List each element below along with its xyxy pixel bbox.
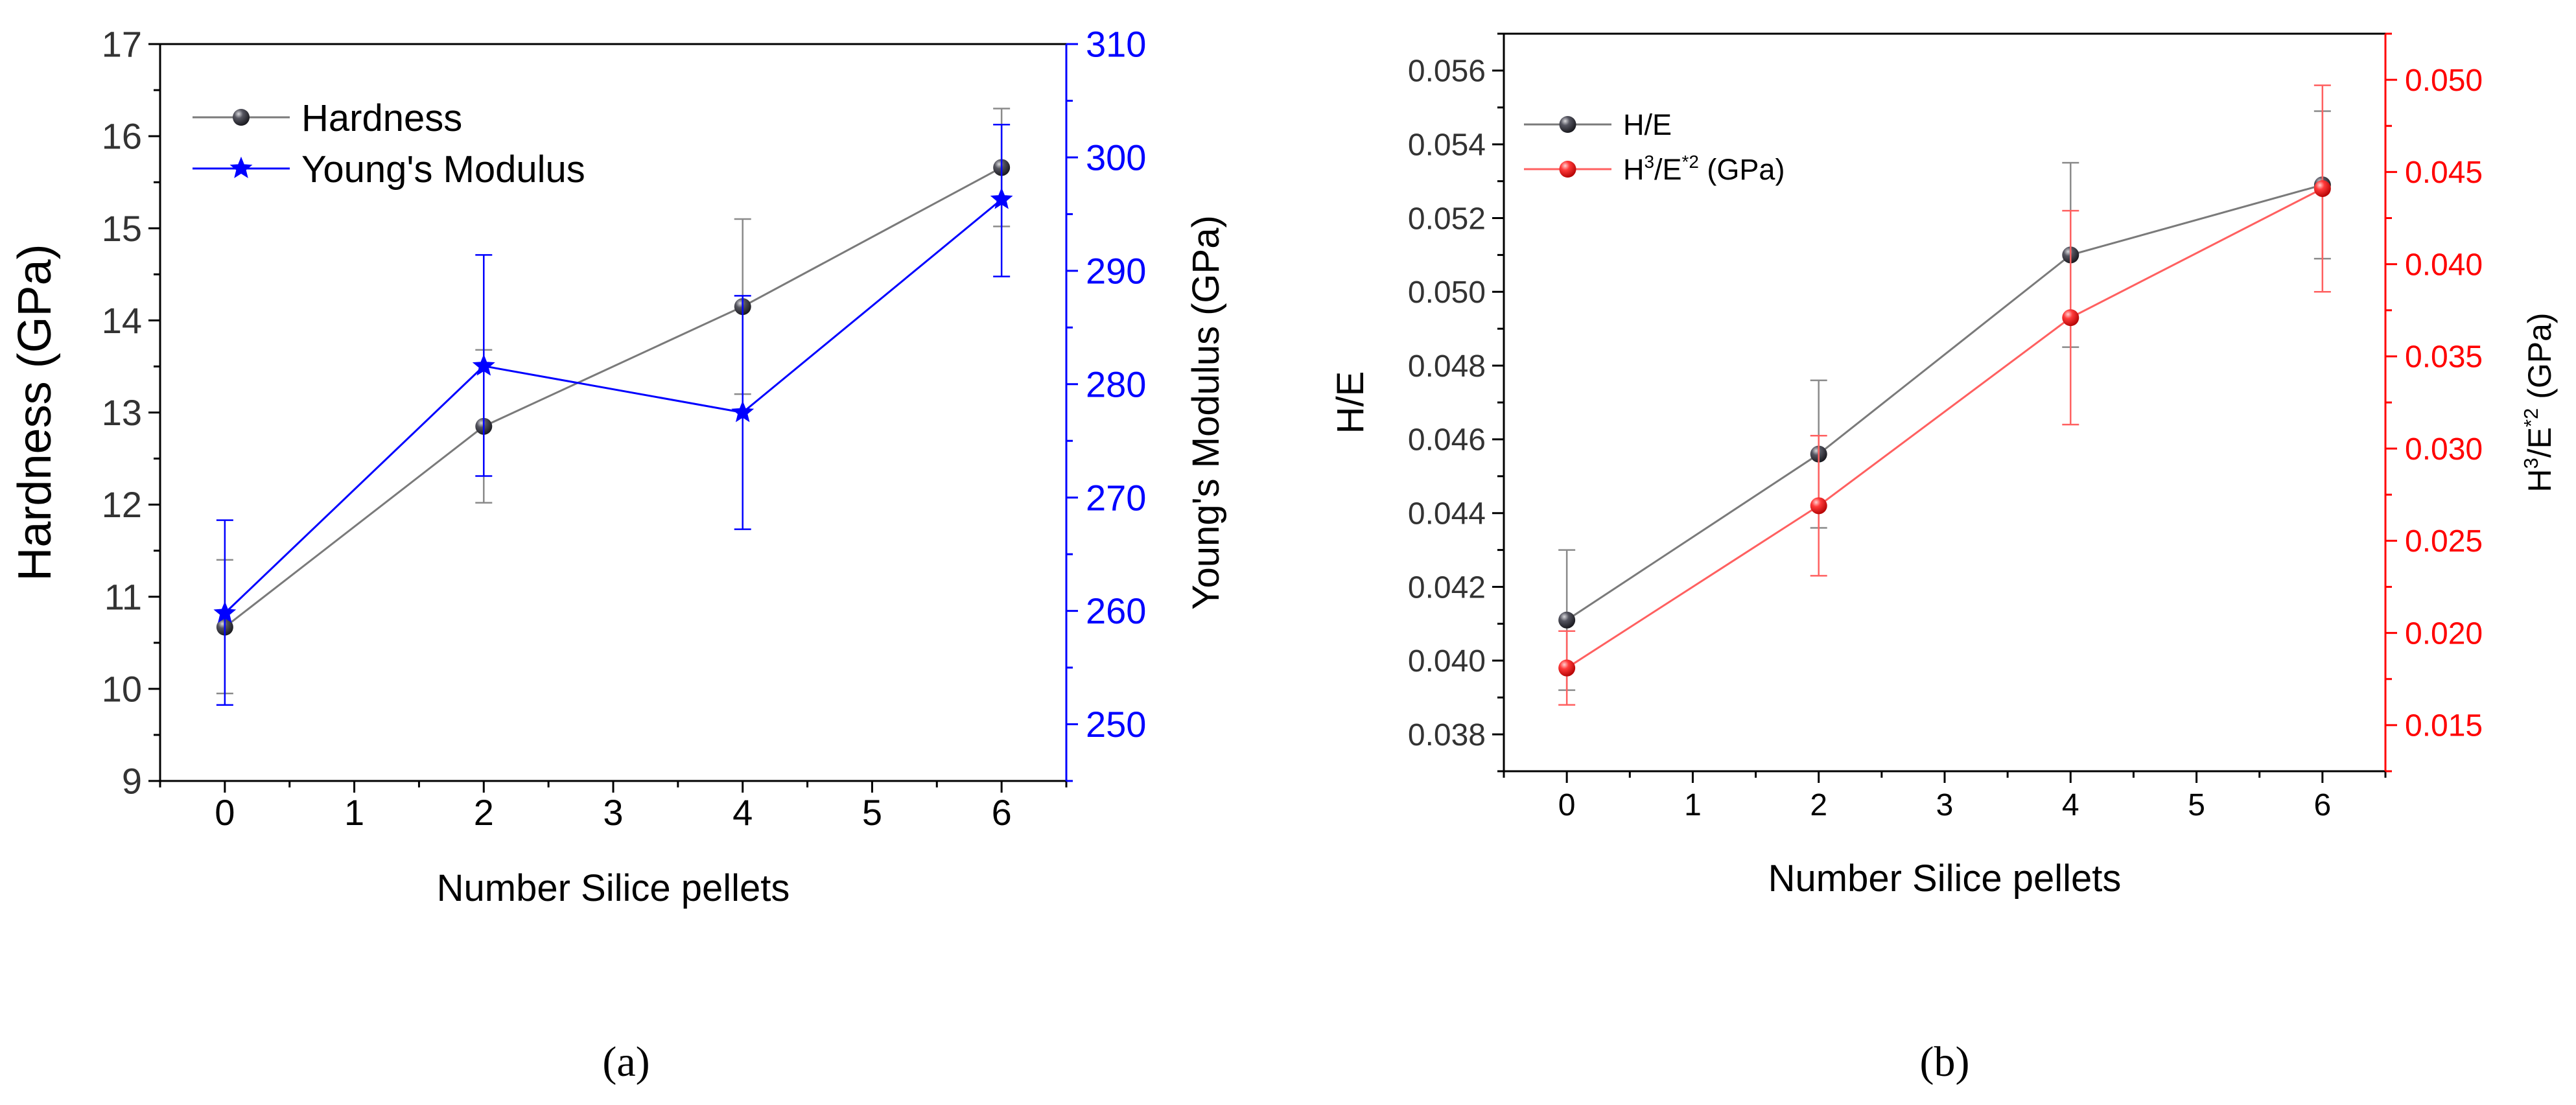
left-tick-label: 0.054: [1408, 128, 1486, 163]
left-tick-label: 0.048: [1408, 349, 1486, 384]
series-line: [1566, 183, 2323, 621]
data-point: [990, 187, 1013, 209]
legend-label: H/E: [1623, 108, 1672, 141]
left-tick-label: 0.056: [1408, 54, 1486, 89]
left-tick-label: 17: [102, 24, 142, 65]
x-tick-label: 3: [603, 792, 623, 833]
superscript: *2: [2520, 408, 2542, 427]
data-point: [472, 354, 495, 376]
label-part: (GPa): [2522, 312, 2558, 408]
left-tick-label: 0.040: [1408, 644, 1486, 679]
left-tick-label: 9: [122, 761, 142, 802]
superscript: *2: [1682, 152, 1699, 172]
series-hardness: [216, 108, 1011, 695]
right-tick-label: 0.045: [2405, 156, 2483, 190]
legend-marker: [229, 156, 253, 178]
legend: H/EH3/E*2 (GPa): [1524, 108, 1785, 186]
x-tick-label: 1: [1684, 788, 1702, 822]
label-part: /E: [1654, 153, 1682, 186]
left-tick-label: 0.052: [1408, 202, 1486, 236]
x-tick-label: 6: [2314, 788, 2332, 822]
left-tick-label: 0.042: [1408, 570, 1486, 605]
data-point: [2313, 180, 2331, 197]
right-tick-label: 0.030: [2405, 432, 2483, 467]
x-tick-label: 2: [1810, 788, 1827, 822]
x-tick-label: 5: [2188, 788, 2205, 822]
series-h-e: [1558, 110, 2331, 692]
x-tick-label: 0: [1558, 788, 1576, 822]
legend-marker: [1559, 116, 1576, 133]
data-point: [213, 601, 237, 623]
x-tick-label: 4: [2062, 788, 2079, 822]
legend-marker: [1559, 161, 1576, 178]
label-part: H: [2522, 469, 2558, 492]
x-axis-label: Number Silice pellets: [1768, 857, 2122, 900]
right-tick-label: 250: [1086, 704, 1146, 745]
right-tick-label: 290: [1086, 250, 1146, 291]
legend-label: H3/E*2 (GPa): [1623, 152, 1785, 186]
legend-marker: [233, 109, 250, 126]
right-tick-label: 280: [1086, 364, 1146, 404]
caption-b: (b): [1920, 1038, 1970, 1086]
legend-label: Hardness: [301, 97, 462, 139]
left-axis-label: H/E: [1329, 371, 1372, 434]
superscript: 3: [2520, 458, 2542, 469]
legend-label: Young's Modulus: [301, 148, 585, 191]
left-tick-label: 12: [102, 484, 142, 525]
series-h3-e-2-gpa-: [1558, 84, 2331, 706]
data-point: [1558, 659, 1576, 677]
right-tick-label: 310: [1086, 24, 1146, 65]
label-part: H: [1623, 153, 1645, 186]
left-tick-label: 13: [102, 392, 142, 433]
data-point: [1558, 611, 1576, 629]
x-tick-label: 5: [862, 792, 882, 833]
left-axis-label: Hardness (GPa): [9, 244, 61, 581]
data-point: [2062, 309, 2079, 327]
right-axis-label: H3/E*2 (GPa): [2520, 312, 2558, 492]
right-tick-label: 0.025: [2405, 524, 2483, 559]
x-tick-label: 1: [344, 792, 364, 833]
label-part: /E: [2522, 427, 2558, 458]
series-young-s-modulus: [213, 123, 1013, 706]
left-tick-label: 11: [104, 576, 142, 617]
right-tick-label: 260: [1086, 590, 1146, 631]
right-tick-label: 0.015: [2405, 709, 2483, 743]
left-tick-label: 10: [102, 668, 142, 709]
right-tick-label: 270: [1086, 477, 1146, 518]
series-line: [1566, 187, 2323, 669]
right-tick-label: 0.040: [2405, 248, 2483, 282]
left-tick-label: 15: [102, 208, 142, 249]
panel-b: 0 1 2 3 4 5 6 0.038 0.040 0.042 0.044 0.046 0.048 0.0…: [1329, 32, 2558, 900]
series-line: [224, 167, 1002, 628]
panel-a: 0 1 2 3 4 5 6910111213141516172502602702802903…: [9, 24, 1227, 909]
left-tick-label: 0.038: [1408, 718, 1486, 752]
x-tick-label: 6: [992, 792, 1012, 833]
x-tick-label: 0: [215, 792, 235, 833]
left-tick-label: 0.050: [1408, 275, 1486, 310]
x-tick-label: 4: [732, 792, 753, 833]
left-tick-label: 0.046: [1408, 423, 1486, 458]
series-line: [224, 198, 1003, 614]
legend: Hardness Young's Modulus: [193, 97, 585, 191]
caption-a: (a): [602, 1038, 650, 1086]
superscript: 3: [1645, 152, 1655, 172]
label-part: (GPa): [1699, 153, 1785, 186]
right-tick-label: 300: [1086, 137, 1146, 178]
data-point: [1810, 497, 1827, 515]
x-tick-label: 2: [474, 792, 494, 833]
right-tick-label: 0.020: [2405, 616, 2483, 651]
left-tick-label: 16: [102, 116, 142, 157]
left-tick-label: 0.044: [1408, 497, 1486, 531]
data-point: [731, 401, 755, 423]
right-axis-label: Young's Modulus (GPa): [1185, 215, 1227, 610]
right-tick-label: 0.035: [2405, 340, 2483, 375]
x-axis-label: Number Silice pellets: [437, 867, 790, 909]
left-tick-label: 14: [102, 300, 142, 341]
x-tick-label: 3: [1936, 788, 1954, 822]
right-tick-label: 0.050: [2405, 64, 2483, 98]
